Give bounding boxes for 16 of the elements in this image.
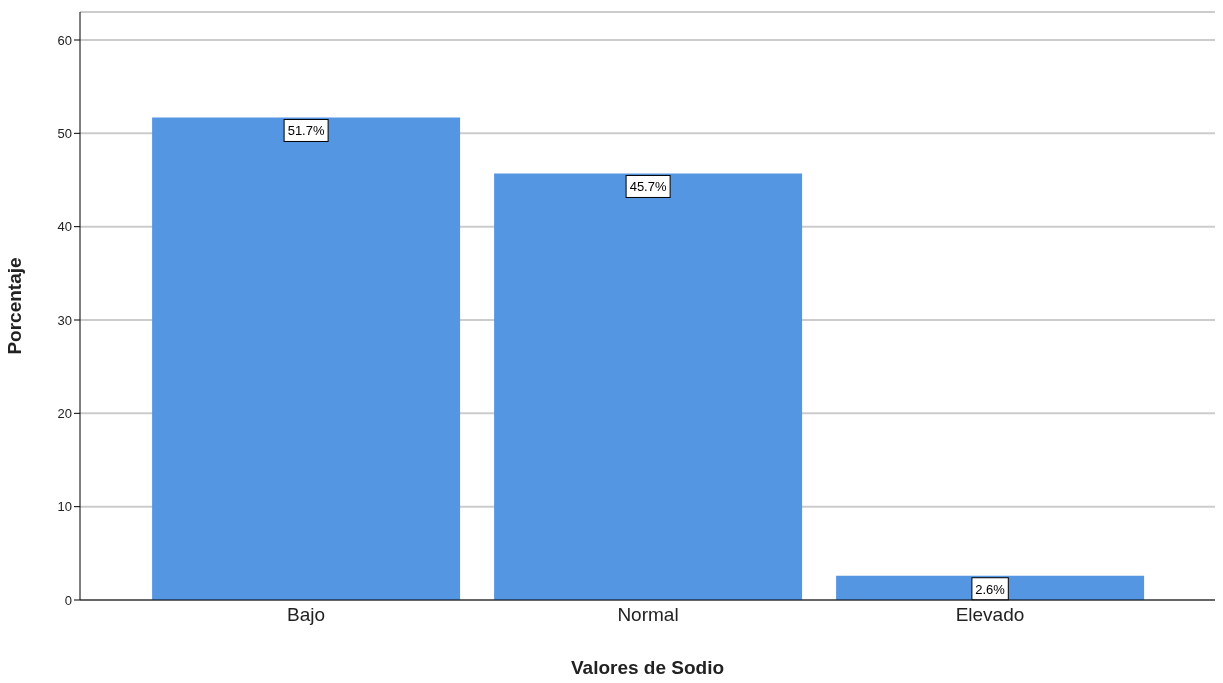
data-label: 51.7% — [287, 123, 325, 139]
bar — [494, 173, 803, 600]
y-tick-label: 50 — [57, 125, 72, 141]
data-label: 2.6% — [975, 581, 1006, 597]
y-tick-label: 30 — [57, 312, 72, 328]
y-tick-label: 0 — [64, 592, 72, 608]
y-tick-label: 60 — [57, 32, 72, 48]
x-axis-title: Valores de Sodio — [570, 657, 725, 678]
x-tick-label: Bajo — [286, 604, 326, 626]
y-tick-label: 10 — [57, 499, 72, 515]
x-tick-label: Elevado — [955, 604, 1025, 626]
y-tick-label: 40 — [57, 219, 72, 235]
x-tick-label: Normal — [617, 604, 679, 626]
data-label: 45.7% — [629, 179, 667, 195]
y-tick-label: 20 — [57, 405, 72, 421]
bar — [152, 117, 461, 600]
